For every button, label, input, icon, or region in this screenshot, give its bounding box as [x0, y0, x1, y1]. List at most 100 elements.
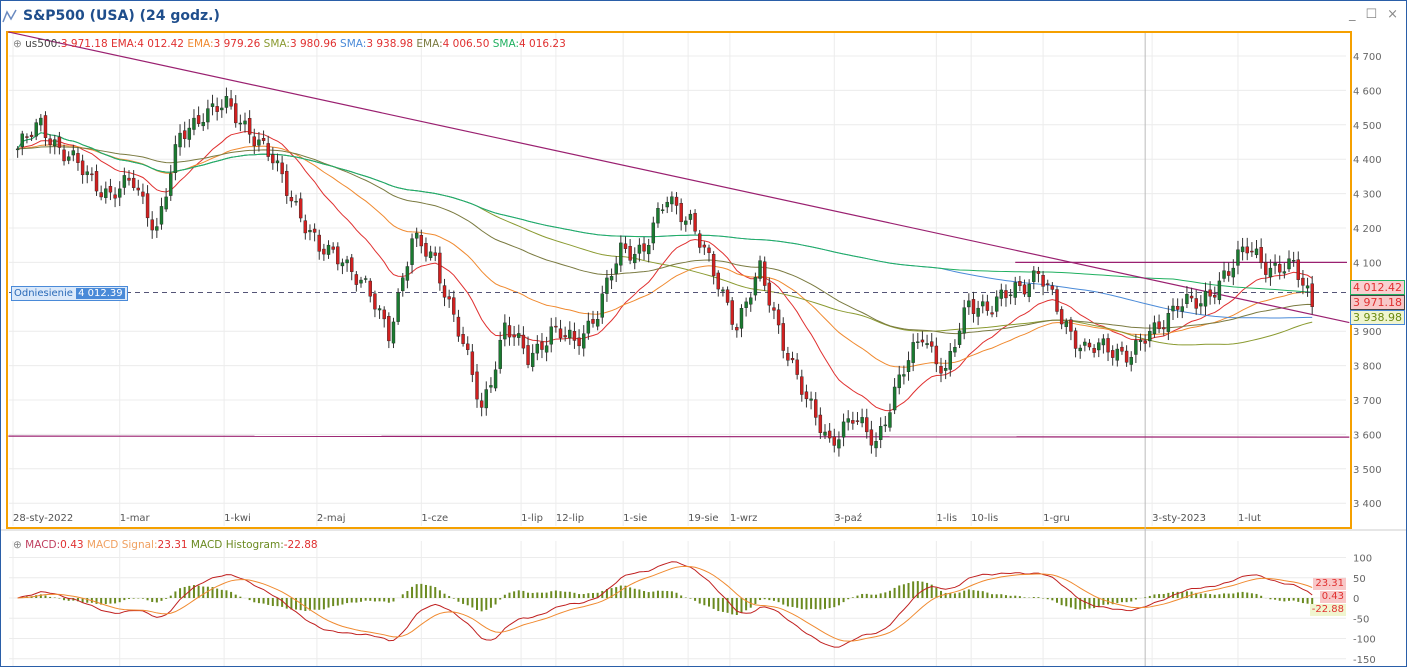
candle-body: [29, 134, 34, 137]
candle-body: [340, 262, 345, 267]
macd-histogram-bar: [824, 598, 826, 609]
macd-histogram-bar: [1093, 598, 1096, 609]
macd-histogram-bar: [981, 591, 984, 598]
candle-body: [1305, 285, 1310, 289]
candle-body: [1222, 270, 1226, 279]
candle-body: [762, 261, 767, 286]
maximize-button[interactable]: ☐: [1365, 7, 1378, 22]
candle-body: [433, 252, 437, 256]
macd-histogram-bar: [735, 598, 738, 615]
candle-body: [939, 366, 943, 374]
minimize-button[interactable]: _: [1348, 7, 1356, 22]
legend-value: 3 980.96: [289, 38, 337, 50]
candle-body: [1185, 294, 1189, 305]
candle-body: [359, 279, 363, 284]
move-icon[interactable]: ⊕: [13, 539, 22, 551]
candle-body: [688, 213, 693, 220]
candle-body: [990, 312, 994, 315]
candle-body: [1175, 306, 1180, 310]
candle-body: [1194, 298, 1198, 309]
macd-histogram-bar: [995, 594, 998, 598]
macd-histogram-bar: [448, 596, 451, 598]
macd-histogram-bar: [420, 583, 423, 598]
candle-body: [285, 170, 289, 196]
candle-body: [846, 418, 850, 423]
candle-body: [354, 274, 359, 285]
macd-histogram-bar: [58, 598, 61, 599]
candle-body: [1041, 275, 1045, 287]
candle-body: [503, 322, 507, 340]
candle-body: [707, 247, 711, 253]
y-tick-label: 4 300: [1353, 190, 1382, 201]
macd-histogram-bar: [1292, 598, 1295, 601]
candle-body: [623, 243, 628, 249]
macd-histogram-bar: [680, 595, 683, 598]
macd-histogram-bar: [1125, 598, 1128, 603]
macd-histogram-bar: [1288, 598, 1290, 601]
candle-body: [466, 343, 470, 350]
candle-body: [1162, 327, 1166, 330]
candle-body: [1046, 283, 1050, 285]
candle-body: [971, 299, 976, 314]
candle-body: [71, 150, 76, 156]
macd-histogram-bar: [564, 591, 567, 598]
candle-body: [883, 424, 888, 427]
macd-histogram-bar: [800, 598, 803, 610]
macd-histogram-bar: [295, 598, 298, 610]
candle-body: [916, 341, 920, 343]
candle-body: [76, 153, 80, 163]
macd-histogram-bar: [1311, 598, 1314, 606]
hist-value: -22.88: [283, 539, 318, 551]
hist-label: MACD Histogram:: [190, 539, 284, 551]
candle-body: [1036, 271, 1041, 274]
close-button[interactable]: ×: [1387, 7, 1398, 22]
x-tick-label: 3-sty-2023: [1152, 513, 1206, 524]
candle-body: [1287, 258, 1291, 270]
candle-body: [906, 360, 911, 372]
candle-body: [1226, 271, 1231, 276]
candle-body: [410, 238, 414, 265]
candle-body: [438, 252, 442, 284]
macd-histogram-bar: [675, 592, 678, 598]
candle-body: [1069, 319, 1073, 332]
x-tick-label: 1-gru: [1043, 513, 1070, 524]
macd-histogram-bar: [1297, 598, 1300, 602]
macd-histogram-bar: [151, 598, 154, 602]
candle-body: [874, 440, 878, 449]
candle-body: [266, 143, 270, 157]
macd-histogram-bar: [1111, 598, 1114, 605]
macd-histogram-bar: [893, 587, 896, 598]
move-icon[interactable]: ⊕: [13, 38, 22, 50]
legend-value: 4 016.23: [519, 38, 566, 50]
candle-body: [317, 234, 321, 252]
macd-histogram-bar: [1046, 598, 1049, 600]
macd-histogram-bar: [1250, 593, 1253, 598]
macd-histogram-bar: [540, 592, 543, 598]
macd-histogram-bar: [1176, 591, 1179, 598]
macd-histogram-bar: [165, 598, 168, 599]
y-tick-label: 3 800: [1353, 362, 1382, 373]
macd-histogram-bar: [327, 598, 330, 608]
candle-body: [261, 138, 266, 141]
candle-body: [646, 245, 651, 255]
macd-histogram-bar: [884, 592, 887, 598]
macd-histogram-bar: [341, 598, 344, 605]
candle-body: [943, 368, 948, 371]
macd-histogram-bar: [239, 596, 242, 598]
macd-histogram-bar: [1218, 594, 1221, 598]
macd-signal-line: [17, 565, 1313, 642]
candle-body: [1087, 342, 1092, 348]
macd-histogram-bar: [155, 598, 158, 603]
macd-histogram-bar: [949, 593, 952, 598]
macd-histogram-bar: [554, 590, 557, 598]
candle-body: [1073, 330, 1078, 349]
macd-histogram-bar: [1023, 597, 1026, 598]
candle-body: [981, 301, 985, 307]
macd-histogram-bar: [253, 598, 256, 603]
macd-histogram-bar: [791, 598, 794, 607]
candle-body: [479, 400, 484, 408]
trendline: [8, 435, 1350, 438]
x-tick-label: 12-lip: [556, 513, 584, 524]
macd-histogram-bar: [44, 595, 47, 598]
